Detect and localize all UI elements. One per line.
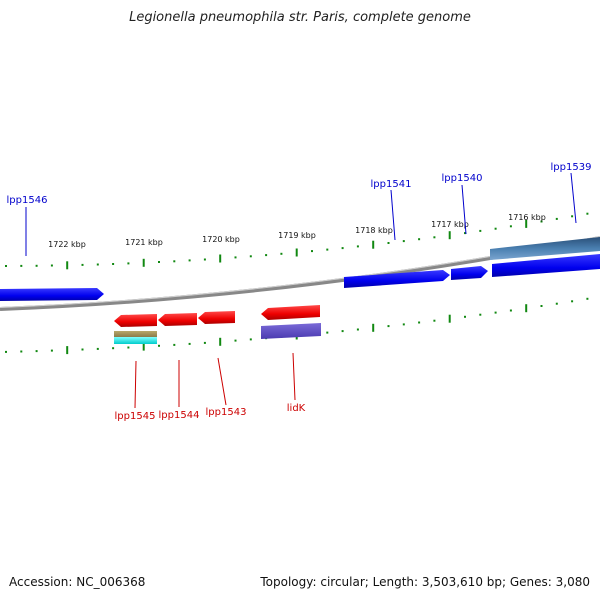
- gene-lpp1540[interactable]: [451, 266, 488, 280]
- scale-label-1716: 1716 kbp: [508, 213, 546, 222]
- scale-label-1720: 1720 kbp: [202, 235, 240, 244]
- gene-lpp1541[interactable]: [344, 270, 450, 288]
- gene-lpp1546[interactable]: [0, 288, 104, 301]
- leader-lpp1540: [461, 184, 467, 235]
- label-lpp1541[interactable]: lpp1541: [371, 179, 412, 190]
- leader-lpp1539: [570, 172, 577, 224]
- label-lpp1545[interactable]: lpp1545: [115, 411, 156, 422]
- gene-lpp1545-feature-olive[interactable]: [114, 331, 157, 337]
- label-lpp1539[interactable]: lpp1539: [551, 162, 592, 173]
- gene-lpp1543[interactable]: [198, 311, 235, 324]
- scale-ticks-upper: [5, 212, 589, 270]
- gene-lpp1545-feature-cyan[interactable]: [114, 337, 157, 344]
- label-leaders: [25, 172, 577, 409]
- gene-lidK-feature[interactable]: [261, 323, 321, 339]
- scale-labels: 1722 kbp 1721 kbp 1720 kbp 1719 kbp 1718…: [48, 213, 546, 249]
- label-lpp1540[interactable]: lpp1540: [442, 173, 483, 184]
- forward-strand-genes: [0, 237, 600, 301]
- gene-lpp1539[interactable]: [492, 254, 600, 277]
- scale-label-1719: 1719 kbp: [278, 231, 316, 240]
- leader-lpp1543: [217, 357, 227, 406]
- gene-lpp1539-feature[interactable]: [490, 237, 600, 260]
- leader-lpp1541: [390, 189, 396, 241]
- genome-summary-text: Topology: circular; Length: 3,503,610 bp…: [260, 575, 590, 589]
- scale-label-1717: 1717 kbp: [431, 220, 469, 229]
- gene-labels: lpp1546 lpp1541 lpp1540 lpp1539 lpp1545 …: [7, 162, 592, 422]
- label-lidK[interactable]: lidK: [287, 403, 306, 414]
- label-lpp1543[interactable]: lpp1543: [206, 407, 247, 418]
- accession-text: Accession: NC_006368: [9, 575, 146, 589]
- label-lpp1546[interactable]: lpp1546: [7, 195, 48, 206]
- scale-label-1718: 1718 kbp: [355, 226, 393, 235]
- gene-lpp1544[interactable]: [158, 313, 197, 326]
- label-lpp1544[interactable]: lpp1544: [159, 410, 200, 421]
- leader-lpp1545: [134, 360, 137, 409]
- gene-lpp1545[interactable]: [114, 314, 157, 327]
- reverse-strand-genes: [114, 305, 321, 344]
- gene-lidK[interactable]: [261, 305, 320, 320]
- scale-label-1721: 1721 kbp: [125, 238, 163, 247]
- scale-label-1722: 1722 kbp: [48, 240, 86, 249]
- map-title: Legionella pneumophila str. Paris, compl…: [129, 10, 471, 25]
- leader-lidK: [292, 352, 296, 401]
